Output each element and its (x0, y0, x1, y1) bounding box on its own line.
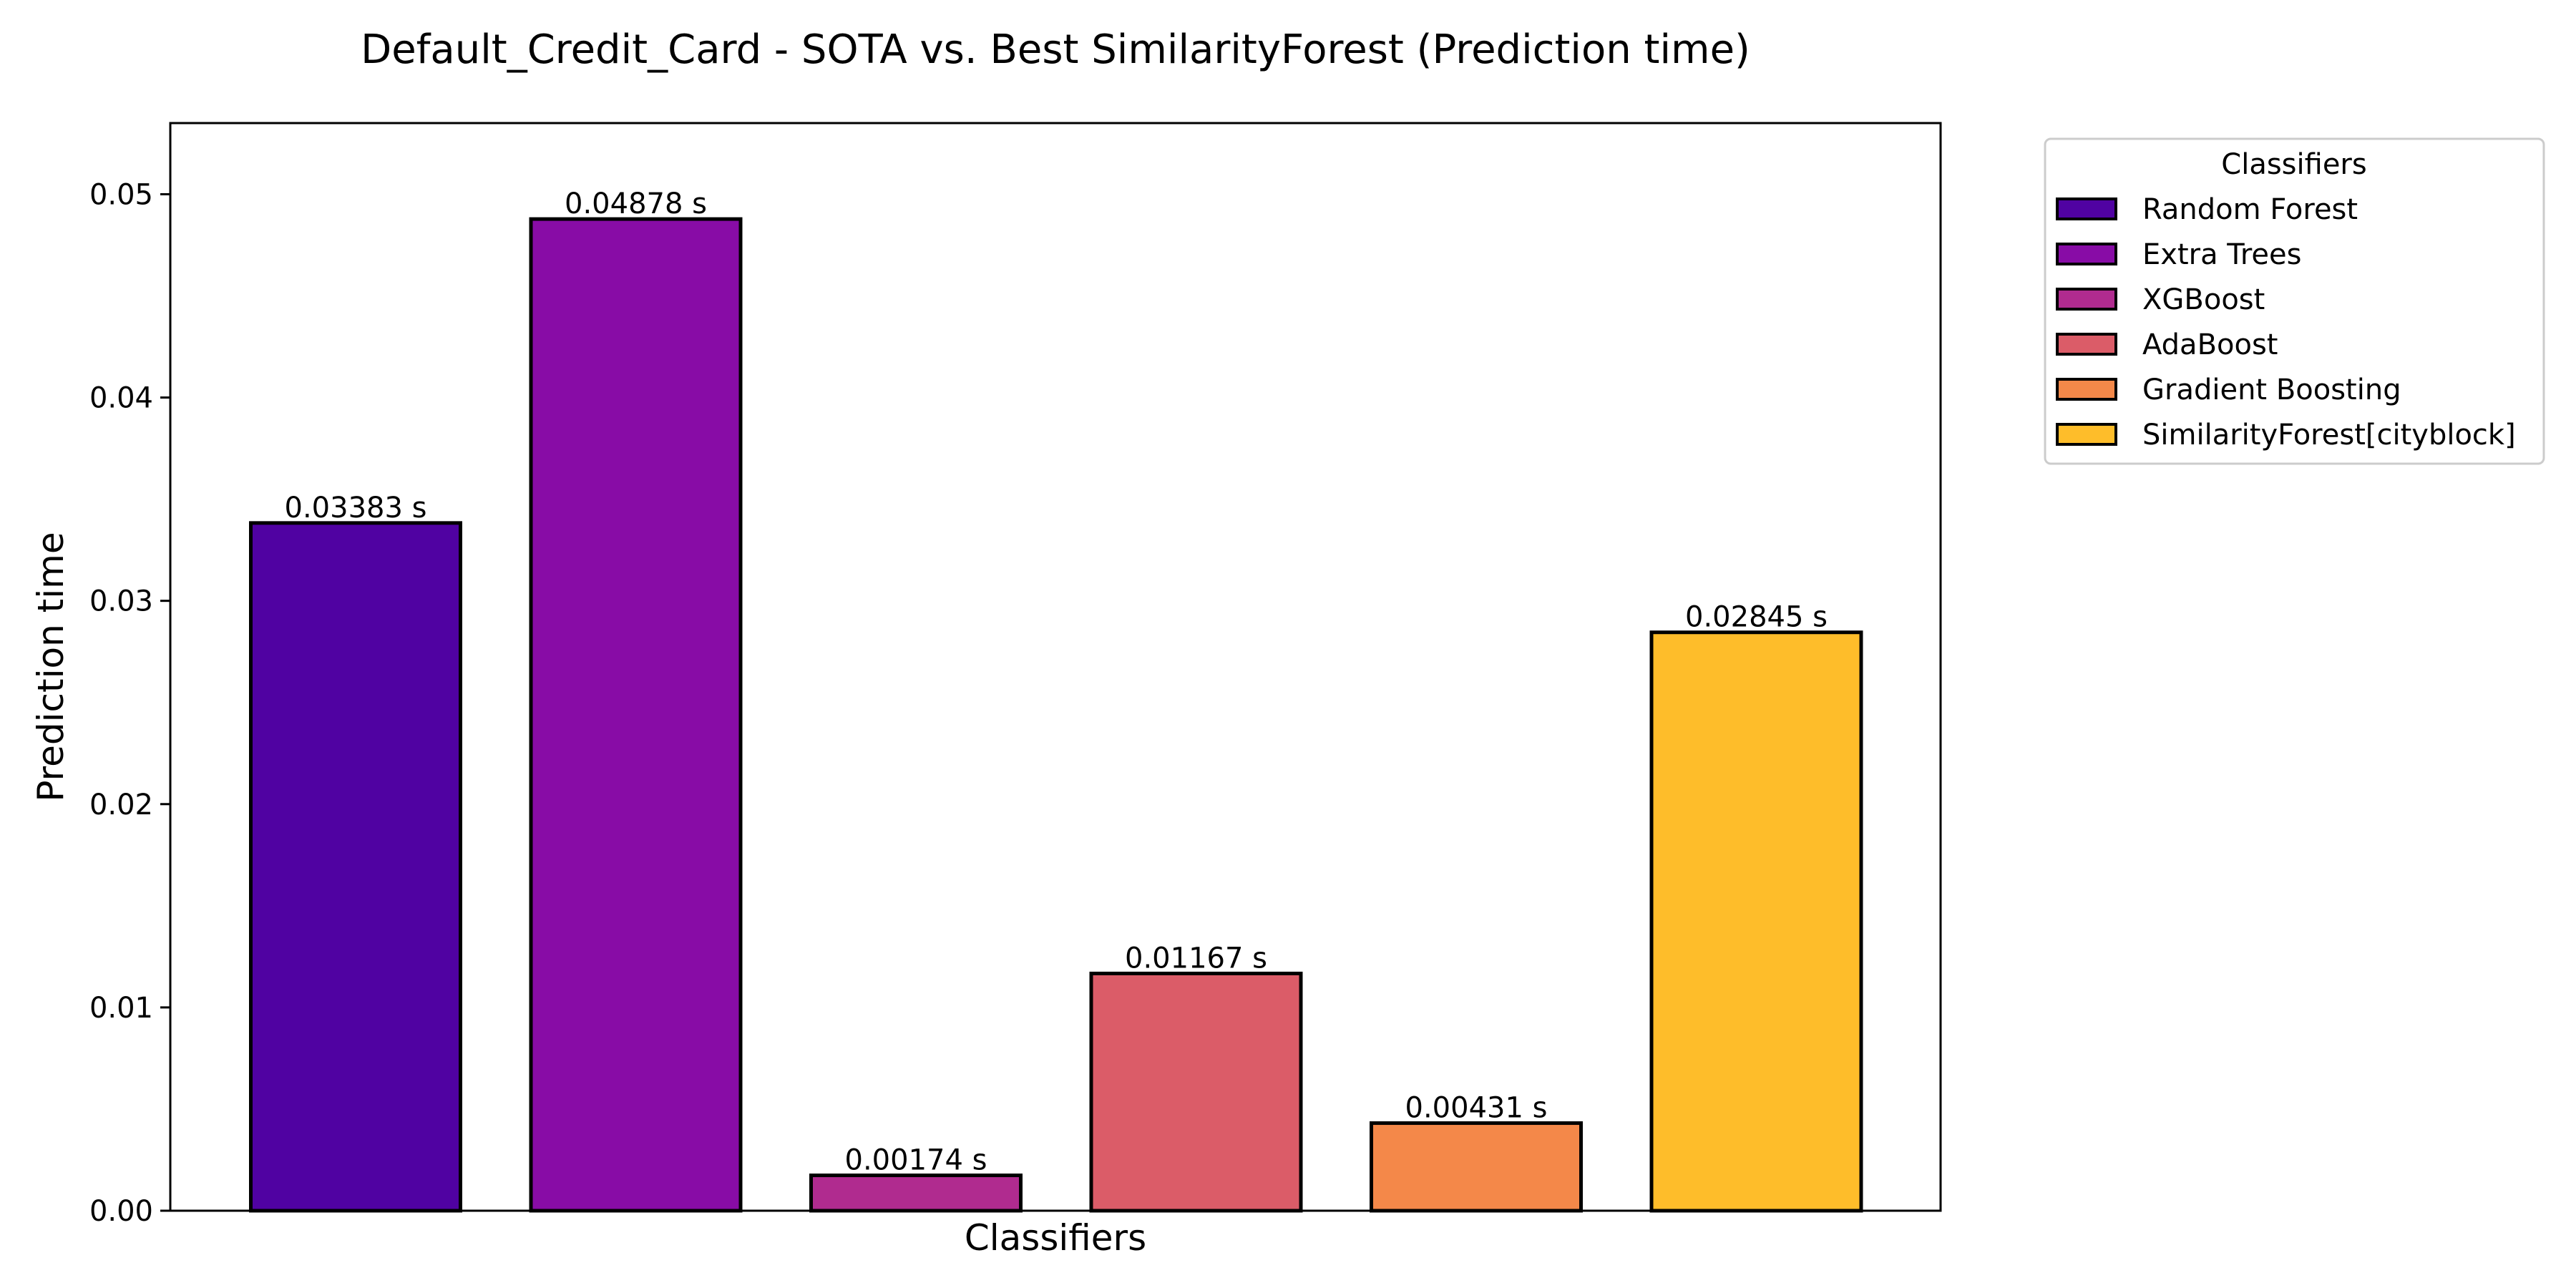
legend-label: Random Forest (2142, 193, 2358, 226)
bar-value-label: 0.04878 s (565, 187, 707, 220)
legend-label: SimilarityForest[cityblock] (2142, 419, 2516, 452)
x-axis-label: Classifiers (965, 1217, 1146, 1259)
legend-swatch (2056, 378, 2117, 401)
legend-items: Random Forest Extra Trees XGBoost AdaBoost G… (2056, 193, 2516, 452)
bar (249, 521, 462, 1213)
plot-area: 0.03383 s 0.04878 s 0.00174 s 0.01167 s 0.00… (249, 187, 1863, 1213)
chart-title: Default_Credit_Card - SOTA vs. Best Simi… (361, 26, 1750, 73)
legend: Classifiers Random Forest Extra Trees XGBo… (2044, 137, 2545, 465)
bar (809, 1174, 1023, 1213)
legend-label: Extra Trees (2142, 238, 2301, 271)
bar (1649, 630, 1863, 1213)
bar (529, 217, 743, 1213)
y-tick-label: 0.01 (89, 992, 153, 1025)
y-axis: 0.00 0.01 0.02 0.03 0.04 0.05 (89, 178, 170, 1228)
legend-swatch (2056, 288, 2117, 311)
bar (1370, 1121, 1583, 1213)
plot-frame (169, 122, 1942, 1212)
legend-title: Classifiers (2221, 148, 2366, 181)
legend-swatch (2056, 243, 2117, 265)
y-tick-label: 0.00 (89, 1195, 153, 1228)
bar-value-label: 0.03383 s (285, 492, 427, 525)
legend-swatch (2056, 423, 2117, 446)
legend-frame (2044, 137, 2545, 465)
y-tick-label: 0.04 (89, 382, 153, 415)
bar-value-label: 0.02845 s (1685, 601, 1828, 634)
bar (1089, 971, 1303, 1213)
y-tick-label: 0.03 (89, 585, 153, 618)
legend-label: XGBoost (2142, 283, 2265, 316)
y-axis-label: Prediction time (30, 532, 72, 801)
bar-value-label: 0.00431 s (1405, 1092, 1548, 1125)
y-tick-label: 0.02 (89, 789, 153, 821)
bar-value-label: 0.00174 s (845, 1144, 987, 1177)
legend-label: AdaBoost (2142, 328, 2278, 361)
y-tick-label: 0.05 (89, 178, 153, 211)
legend-label: Gradient Boosting (2142, 374, 2401, 406)
bar-value-label: 0.01167 s (1125, 942, 1267, 975)
legend-swatch (2056, 333, 2117, 356)
legend-swatch (2056, 197, 2117, 220)
